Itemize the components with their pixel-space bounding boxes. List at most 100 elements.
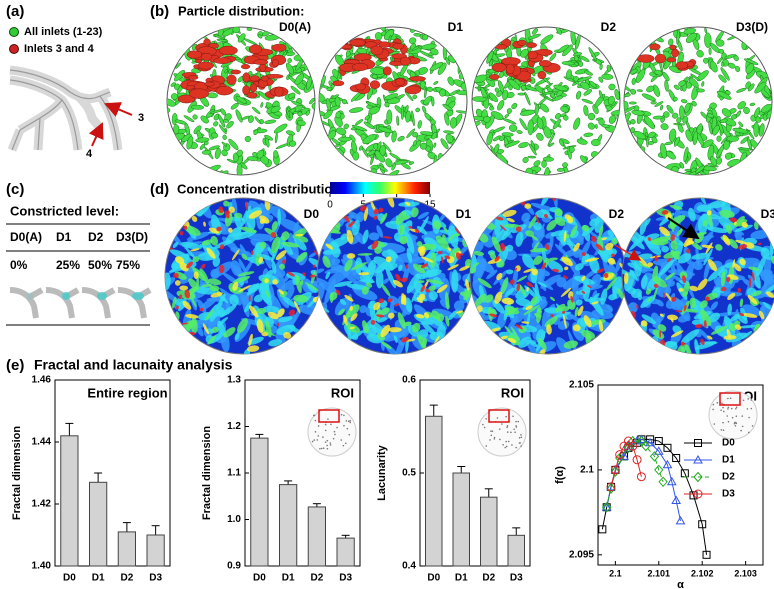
inset-speck bbox=[712, 408, 714, 411]
blob bbox=[688, 207, 696, 222]
blob bbox=[546, 219, 557, 231]
particle-red bbox=[527, 50, 538, 60]
blob bbox=[560, 306, 570, 312]
blob bbox=[654, 255, 659, 262]
blob bbox=[489, 313, 498, 318]
particle bbox=[368, 106, 380, 115]
blob bbox=[738, 325, 757, 329]
particle bbox=[563, 115, 569, 121]
blob bbox=[178, 294, 183, 300]
particle-red bbox=[272, 59, 279, 67]
blob bbox=[707, 265, 725, 282]
particle bbox=[218, 124, 227, 135]
particle bbox=[680, 99, 688, 104]
inset-speck bbox=[349, 419, 351, 422]
blob bbox=[608, 263, 618, 278]
blob bbox=[421, 256, 434, 263]
blob bbox=[243, 349, 251, 354]
inset-speck bbox=[514, 431, 516, 434]
blob bbox=[678, 315, 690, 323]
particle bbox=[326, 86, 333, 91]
blob bbox=[443, 226, 449, 233]
blob bbox=[666, 257, 672, 262]
blob bbox=[267, 311, 279, 320]
blob bbox=[339, 299, 347, 306]
y-tick-label: 1.40 bbox=[32, 561, 52, 572]
particle bbox=[664, 141, 674, 146]
particle bbox=[584, 70, 593, 76]
blob bbox=[661, 245, 669, 253]
marker bbox=[615, 450, 625, 460]
blob bbox=[376, 225, 384, 238]
blob bbox=[405, 297, 413, 313]
blob bbox=[552, 268, 560, 273]
blob bbox=[491, 236, 501, 253]
x-tick-label: D3 bbox=[339, 573, 352, 584]
particle bbox=[270, 105, 281, 113]
blob bbox=[378, 298, 385, 304]
blob bbox=[237, 271, 255, 277]
particle bbox=[683, 146, 689, 163]
blob bbox=[417, 211, 429, 220]
blob bbox=[681, 329, 700, 344]
blob bbox=[368, 232, 380, 241]
inset-speck bbox=[327, 418, 329, 420]
particle bbox=[429, 62, 444, 71]
blob bbox=[435, 235, 450, 250]
y-tick-label: 1.46 bbox=[32, 375, 52, 386]
particles bbox=[624, 27, 772, 175]
blob bbox=[564, 214, 572, 220]
blob bbox=[711, 325, 729, 335]
blob bbox=[193, 271, 199, 280]
inset-speck bbox=[342, 444, 345, 447]
blob bbox=[670, 234, 675, 242]
blob bbox=[541, 198, 550, 206]
particle bbox=[726, 135, 739, 142]
particle bbox=[351, 124, 368, 132]
particle bbox=[167, 107, 171, 113]
blob bbox=[206, 247, 216, 259]
inset-speck bbox=[747, 398, 749, 400]
particle bbox=[569, 146, 575, 153]
particle bbox=[450, 117, 457, 129]
inset-speck bbox=[512, 415, 514, 418]
particle bbox=[630, 68, 638, 75]
particle bbox=[544, 167, 550, 175]
particle bbox=[424, 87, 427, 99]
blob bbox=[591, 301, 599, 305]
charts: 1.40 1.42 1.44 1.46 Fractal dimension D0 D1 D2 D… bbox=[11, 375, 764, 589]
particle bbox=[654, 101, 664, 107]
particle-red bbox=[332, 80, 345, 87]
particle bbox=[221, 149, 228, 157]
blob bbox=[387, 327, 402, 333]
x-tick-label: 2.101 bbox=[648, 568, 671, 578]
inset-speck bbox=[740, 429, 742, 432]
inset-speck bbox=[734, 424, 737, 427]
blob bbox=[277, 308, 285, 317]
blob bbox=[371, 240, 379, 250]
blob bbox=[651, 238, 669, 246]
marker bbox=[649, 451, 660, 462]
blob bbox=[484, 294, 494, 303]
x-tick-label: D0 bbox=[63, 573, 76, 584]
blob bbox=[546, 324, 552, 335]
particle bbox=[362, 134, 377, 145]
blob bbox=[277, 208, 281, 226]
blob bbox=[581, 275, 586, 282]
blob bbox=[584, 297, 606, 303]
particle bbox=[665, 150, 676, 160]
particle-red bbox=[242, 85, 251, 96]
blob bbox=[510, 326, 520, 341]
blob bbox=[387, 198, 395, 208]
legend-dot bbox=[9, 44, 19, 54]
blob bbox=[359, 305, 367, 314]
blob bbox=[531, 268, 538, 276]
x-tick-label: D3 bbox=[149, 573, 162, 584]
particle bbox=[579, 55, 590, 62]
inset-speck bbox=[727, 406, 730, 409]
particle-red bbox=[517, 39, 527, 46]
blob bbox=[191, 215, 198, 222]
y-tick-label: 1.0 bbox=[227, 514, 241, 525]
blob bbox=[313, 264, 316, 268]
particle bbox=[228, 138, 239, 151]
